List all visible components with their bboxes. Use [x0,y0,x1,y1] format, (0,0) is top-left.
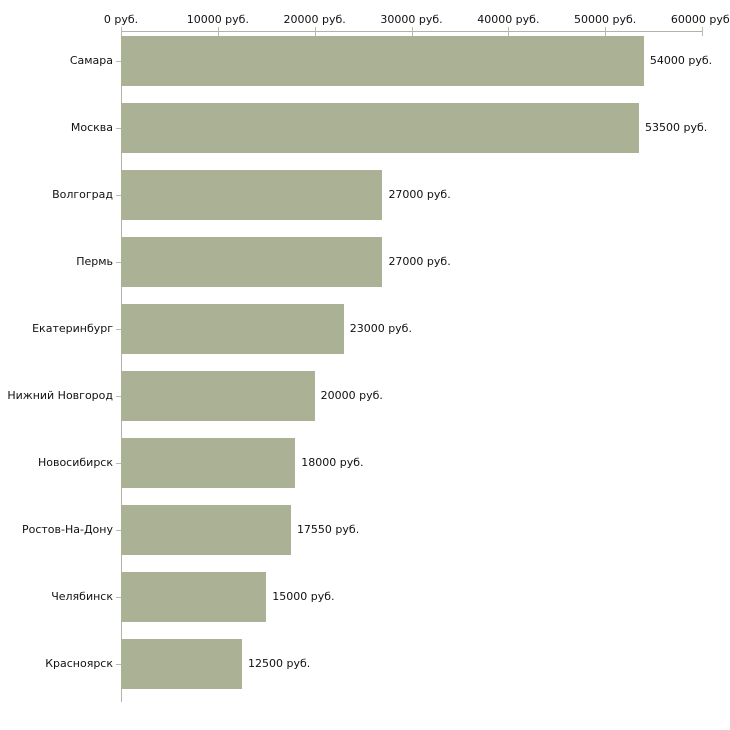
x-axis-tick [314,27,316,36]
category-label-wrap: Пермь [0,255,113,268]
category-label: Самара [69,54,113,67]
category-label-wrap: Новосибирск [0,456,113,469]
bar[interactable] [121,237,383,287]
category-label: Екатеринбург [32,322,113,335]
x-axis-tick [121,27,122,36]
y-axis-tick [116,597,121,598]
bar[interactable] [121,170,383,220]
y-axis-tick [116,195,121,196]
x-axis-tick [508,27,510,36]
x-axis-tick [217,27,219,36]
bar[interactable] [121,438,296,488]
category-label-wrap: Екатеринбург [0,322,113,335]
bar[interactable] [121,103,640,153]
x-axis-tick-label: 40000 руб. [477,13,540,26]
bar-value-label: 23000 руб. [349,322,412,335]
category-label: Челябинск [51,590,113,603]
bar[interactable] [121,505,291,555]
category-label-wrap: Волгоград [0,188,113,201]
y-axis-tick [116,664,121,665]
category-label-wrap: Челябинск [0,590,113,603]
x-axis-tick-label: 60000 руб. [670,13,730,26]
category-label-wrap: Нижний Новгород [0,389,113,402]
category-label-wrap: Москва [0,121,113,134]
category-label: Москва [70,121,113,134]
category-label: Новосибирск [37,456,113,469]
y-axis-tick [116,329,121,330]
category-label-wrap: Самара [0,54,113,67]
category-label: Ростов-На-Дону [21,523,113,536]
bar-value-label: 27000 руб. [388,255,451,268]
bar-value-label: 15000 руб. [272,590,335,603]
bar-value-label: 27000 руб. [388,188,451,201]
category-label: Красноярск [45,657,113,670]
category-label: Пермь [76,255,113,268]
y-axis-tick [116,262,121,263]
x-axis-tick [411,27,413,36]
bar[interactable] [121,304,344,354]
bar-value-label: 17550 руб. [296,523,360,536]
bar[interactable] [121,371,315,421]
x-axis-tick-label: 0 руб. [103,13,139,26]
y-axis-tick [116,463,121,464]
bar[interactable] [121,36,644,86]
category-label-wrap: Красноярск [0,657,113,670]
bar-value-label: 18000 руб. [301,456,364,469]
y-axis-tick [116,61,121,62]
bar-value-label: 20000 руб. [320,389,383,402]
category-label: Волгоград [52,188,113,201]
x-axis-tick [605,27,607,36]
y-axis-line [121,31,122,702]
x-axis-tick-label: 50000 руб. [574,13,637,26]
x-axis-tick-label: 30000 руб. [380,13,443,26]
bar[interactable] [121,639,243,689]
bar-value-label: 12500 руб. [248,657,311,670]
bar[interactable] [121,572,267,622]
y-axis-tick [116,128,121,129]
x-axis-tick-label: 10000 руб. [186,13,249,26]
category-label-wrap: Ростов-На-Дону [0,523,113,536]
x-axis-tick [702,27,703,36]
y-axis-tick [116,530,121,531]
bar-value-label: 53500 руб. [645,121,708,134]
bar-value-label: 54000 руб. [649,54,713,67]
category-label: Нижний Новгород [7,389,113,402]
y-axis-tick [116,396,121,397]
x-axis-tick-label: 20000 руб. [283,13,346,26]
